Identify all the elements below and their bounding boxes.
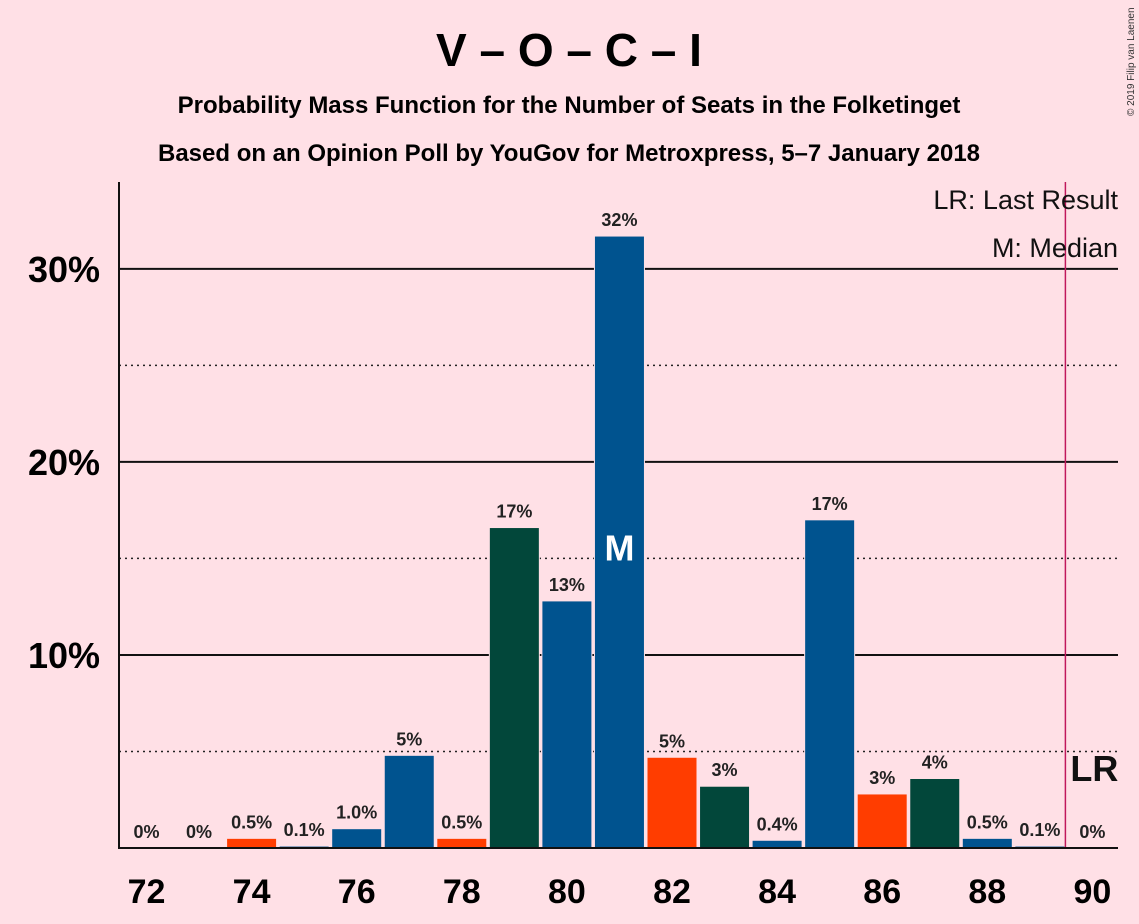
axes: 10% 20% 30% 72 74 76 78 80 82 84 86 88 90 [28, 182, 1118, 911]
bar-79 [488, 527, 540, 849]
bar-label-76: 1.0% [336, 803, 377, 823]
bar-87 [909, 778, 961, 849]
last-result-marker: LR [1070, 748, 1118, 789]
bar-77 [383, 754, 435, 849]
bar-label-81: 32% [601, 210, 637, 230]
bar-label-88: 0.5% [967, 812, 1008, 832]
x-tick-label: 82 [653, 873, 691, 911]
x-tick-label: 90 [1073, 873, 1111, 911]
bar-81 [593, 235, 645, 849]
y-tick-label: 30% [28, 249, 100, 290]
legend-last-result: LR: Last Result [933, 185, 1118, 215]
bar-83 [699, 785, 751, 849]
x-tick-label: 88 [968, 873, 1006, 911]
x-tick-label: 78 [443, 873, 481, 911]
x-tick-label: 72 [128, 873, 166, 911]
bar-label-80: 13% [549, 575, 585, 595]
bar-label-78: 0.5% [441, 812, 482, 832]
x-tick-label: 74 [233, 873, 271, 911]
bar-76 [331, 828, 383, 849]
bar-label-75: 0.1% [284, 820, 325, 840]
bar-84 [751, 839, 803, 849]
bar-80 [541, 600, 593, 849]
y-tick-label: 10% [28, 635, 100, 676]
bar-label-82: 5% [659, 731, 685, 751]
bar-74 [226, 837, 278, 849]
x-tick-label: 86 [863, 873, 901, 911]
bar-85 [804, 519, 856, 849]
bar-78 [436, 837, 488, 849]
bar-label-84: 0.4% [757, 814, 798, 834]
bar-label-73: 0% [186, 822, 212, 842]
y-tick-label: 20% [28, 442, 100, 483]
x-tick-label: 84 [758, 873, 796, 911]
bar-label-77: 5% [396, 729, 422, 749]
median-marker: M [604, 527, 634, 568]
bar-label-87: 4% [922, 753, 948, 773]
x-tick-label: 80 [548, 873, 586, 911]
bars: 0% 0% 0.5% 0.1% 1.0% 5% 0.5% 17% 13% 32% 5% 3% 0.4% 1… [133, 182, 1118, 849]
bar-label-89: 0.1% [1019, 820, 1060, 840]
chart-title: V – O – C – I [436, 24, 702, 76]
bar-label-90: 0% [1079, 822, 1105, 842]
bar-label-85: 17% [812, 494, 848, 514]
x-tick-label: 76 [338, 873, 376, 911]
copyright-note: © 2019 Filip van Laenen [1126, 7, 1137, 116]
bar-82 [646, 756, 698, 849]
bar-label-74: 0.5% [231, 812, 272, 832]
chart-subtitle: Probability Mass Function for the Number… [178, 92, 961, 119]
bar-86 [856, 793, 908, 849]
bar-label-86: 3% [869, 768, 895, 788]
bar-label-83: 3% [712, 760, 738, 780]
legend-median: M: Median [992, 233, 1118, 263]
bar-label-72: 0% [133, 822, 159, 842]
chart-subtitle-source: Based on an Opinion Poll by YouGov for M… [158, 140, 980, 167]
bar-label-79: 17% [496, 502, 532, 522]
bar-88 [961, 837, 1013, 849]
